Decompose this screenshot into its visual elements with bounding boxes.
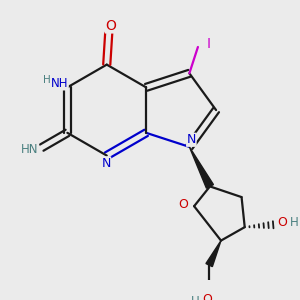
Text: O: O	[277, 216, 287, 229]
Text: O: O	[178, 198, 188, 211]
Text: NH: NH	[51, 77, 68, 90]
Text: O: O	[105, 19, 116, 33]
Text: I: I	[207, 37, 211, 51]
Text: H: H	[191, 296, 200, 300]
Polygon shape	[206, 241, 221, 267]
Text: H: H	[290, 216, 298, 229]
Polygon shape	[189, 147, 213, 188]
Text: O: O	[202, 293, 212, 300]
Text: H: H	[43, 75, 51, 85]
Text: N: N	[101, 157, 111, 170]
Text: N: N	[187, 133, 196, 146]
Text: HN: HN	[21, 143, 39, 156]
